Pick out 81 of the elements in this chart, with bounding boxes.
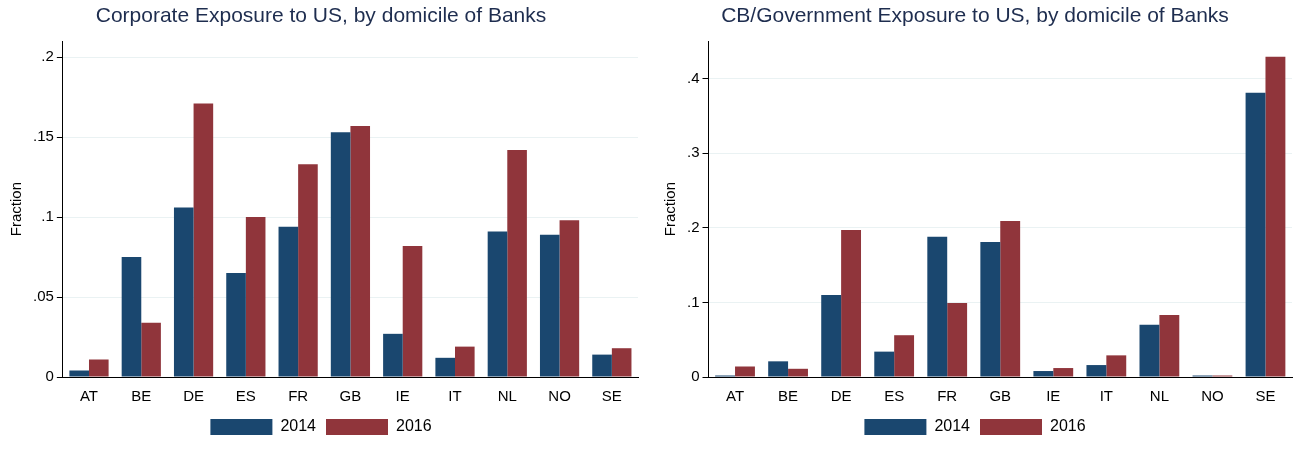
y-tick-label: 0 <box>45 367 54 385</box>
bar <box>487 231 508 377</box>
bar <box>350 125 371 377</box>
x-tick-label: IE <box>395 387 410 405</box>
x-tick-label: NO <box>548 387 571 405</box>
bar <box>226 273 246 377</box>
bar <box>874 351 895 377</box>
bar <box>1159 315 1180 377</box>
bar <box>1053 368 1074 377</box>
x-tick-label: ES <box>235 387 256 405</box>
legend-label: 2016 <box>1050 417 1086 435</box>
bar <box>121 257 142 377</box>
x-tick-label: AT <box>79 387 99 405</box>
bar <box>1000 221 1021 377</box>
x-tick-label: DE <box>183 387 204 405</box>
bar <box>435 357 455 377</box>
x-tick-label: GB <box>989 387 1012 405</box>
x-tick-label: FR <box>937 387 958 405</box>
legend-label: 2014 <box>934 417 971 435</box>
y-tick-label: 0 <box>691 367 700 385</box>
bar <box>141 322 161 377</box>
x-tick-label: SE <box>601 387 622 405</box>
bar <box>1265 56 1286 377</box>
x-tick-label: IT <box>448 387 462 405</box>
y-tick-label: .2 <box>41 47 54 65</box>
bar <box>402 245 423 377</box>
bar <box>927 236 948 377</box>
y-tick-label: .4 <box>686 68 700 86</box>
bar <box>539 234 560 377</box>
y-tick-label: .1 <box>41 207 54 225</box>
bar <box>841 229 862 377</box>
bar <box>1245 92 1266 377</box>
y-tick-label: .1 <box>686 292 700 310</box>
bar <box>788 368 808 377</box>
bar <box>1086 365 1107 377</box>
x-tick-label: FR <box>288 387 309 405</box>
x-tick-label: NL <box>1149 387 1169 405</box>
y-axis-title: Fraction <box>661 182 679 237</box>
x-tick-label: NL <box>497 387 517 405</box>
bar <box>947 303 968 377</box>
x-tick-label: GB <box>339 387 362 405</box>
y-axis-title: Fraction <box>7 182 25 237</box>
bar <box>330 132 351 377</box>
bar <box>89 359 109 377</box>
bar <box>507 149 527 377</box>
chart-title: Corporate Exposure to US, by domicile of Banks <box>95 3 547 27</box>
bar <box>298 164 318 377</box>
bar <box>1033 371 1054 377</box>
bar <box>278 226 299 377</box>
bar <box>455 346 475 377</box>
x-tick-label: AT <box>726 387 745 405</box>
bar <box>69 370 89 377</box>
x-tick-label: BE <box>131 387 152 405</box>
x-tick-label: IT <box>1099 387 1114 405</box>
x-tick-label: IE <box>1046 387 1061 405</box>
bar <box>1139 324 1160 377</box>
bar <box>173 207 194 377</box>
bar <box>611 348 632 377</box>
y-tick-label: .3 <box>686 143 700 161</box>
chart-title: CB/Government Exposure to US, by domicile of Banks <box>721 3 1229 27</box>
bar <box>245 217 266 377</box>
bar <box>193 103 214 377</box>
x-tick-label: NO <box>1201 387 1224 405</box>
bar <box>592 354 612 377</box>
y-tick-label: .05 <box>32 287 54 305</box>
x-tick-label: BE <box>778 387 799 405</box>
x-tick-label: ES <box>884 387 905 405</box>
bar <box>735 366 755 377</box>
bar <box>894 335 915 377</box>
bar <box>559 220 580 377</box>
x-tick-label: DE <box>830 387 852 405</box>
bar <box>768 361 789 377</box>
legend-label: 2016 <box>396 417 432 435</box>
bar <box>383 333 403 377</box>
legend-label: 2014 <box>280 417 317 435</box>
x-tick-label: SE <box>1255 387 1276 405</box>
bar <box>980 241 1001 377</box>
y-tick-label: .2 <box>686 217 700 235</box>
bar <box>821 294 842 377</box>
y-tick-label: .15 <box>32 127 54 145</box>
bar <box>1106 355 1127 377</box>
